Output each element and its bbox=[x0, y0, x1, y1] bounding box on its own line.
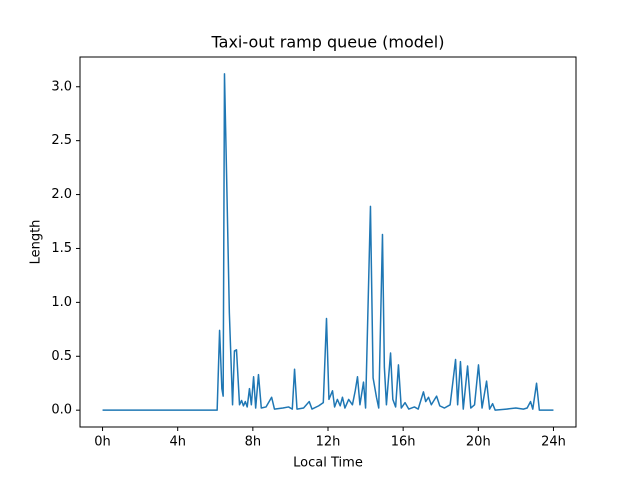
axes-frame bbox=[79, 56, 577, 428]
y-tick-label: 0.5 bbox=[51, 349, 72, 364]
y-tick-label: 3.0 bbox=[51, 79, 72, 94]
y-tick-label: 1.5 bbox=[51, 241, 72, 256]
y-tick-label: 2.0 bbox=[51, 187, 72, 202]
data-line bbox=[102, 73, 554, 411]
x-axis-label: Local Time bbox=[293, 456, 363, 471]
y-tick-label: 1.0 bbox=[51, 295, 72, 310]
x-tick-label: 4h bbox=[169, 435, 186, 450]
x-tick-label: 8h bbox=[245, 435, 262, 450]
x-tick-label: 20h bbox=[466, 435, 491, 450]
y-tick-label: 0.0 bbox=[51, 403, 72, 418]
x-tick-label: 16h bbox=[391, 435, 416, 450]
y-tick-label: 2.5 bbox=[51, 133, 72, 148]
y-axis-label: Length bbox=[29, 220, 44, 265]
x-tick-label: 24h bbox=[541, 435, 566, 450]
x-tick-label: 12h bbox=[316, 435, 341, 450]
x-tick-label: 0h bbox=[94, 435, 111, 450]
chart-title: Taxi-out ramp queue (model) bbox=[211, 33, 445, 52]
